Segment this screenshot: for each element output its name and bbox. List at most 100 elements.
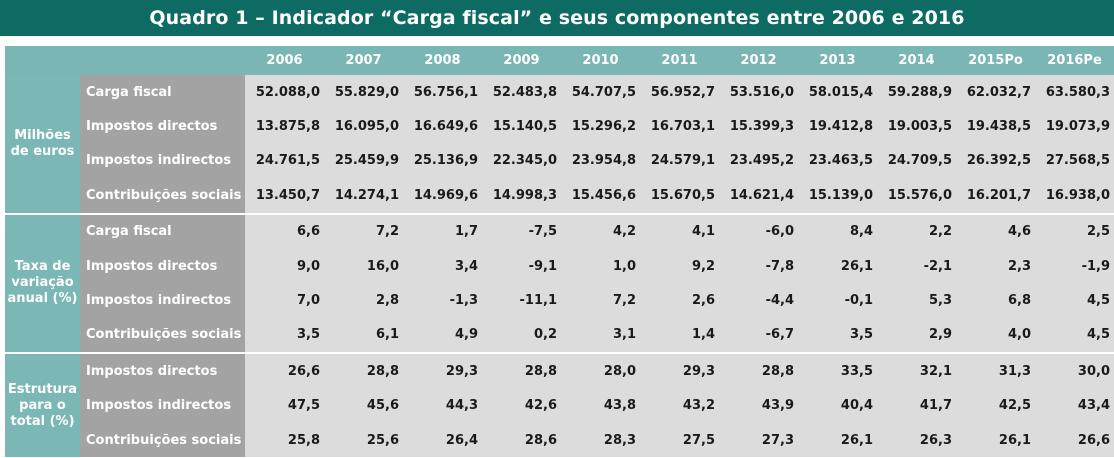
value-cell: 53.516,0 xyxy=(719,75,798,110)
value-cell: 6,6 xyxy=(245,214,324,249)
table-row: Contribuições sociais 3,5 6,1 4,9 0,2 3,1 1,4-… xyxy=(5,317,1114,353)
value-cell: 3,4 xyxy=(403,248,482,284)
row-label: Contribuições sociais xyxy=(80,422,245,458)
value-cell: 31,3 xyxy=(956,354,1035,389)
value-cell: 2,5 xyxy=(1035,214,1114,249)
value-cell: 16.938,0 xyxy=(1035,178,1114,213)
value-cell: 5,3 xyxy=(877,283,956,318)
value-cell: 25,8 xyxy=(245,422,324,458)
value-cell: 43,9 xyxy=(719,388,798,423)
value-cell: -6,7 xyxy=(719,317,798,353)
section-label: Milhões de euros xyxy=(5,75,80,213)
value-cell: 32,1 xyxy=(877,354,956,389)
value-cell: 26,6 xyxy=(1035,422,1114,458)
value-cell: 3,1 xyxy=(561,317,640,353)
row-label: Contribuições sociais xyxy=(80,317,245,353)
value-cell: 25,6 xyxy=(324,422,403,458)
value-cell: 16.649,6 xyxy=(403,109,482,144)
value-cell: 56.952,7 xyxy=(640,75,719,110)
value-cell: 26,1 xyxy=(798,422,877,458)
section-separator xyxy=(5,212,1114,215)
table-body: Milhões de euros Carga fiscal 52.088,0 55.8… xyxy=(5,75,1114,458)
header-blank-cell xyxy=(80,46,245,75)
header-blank-cell xyxy=(5,46,80,75)
value-cell: 28,3 xyxy=(561,422,640,458)
value-cell: -2,1 xyxy=(877,248,956,284)
value-cell: 43,8 xyxy=(561,388,640,423)
value-cell: 6,8 xyxy=(956,283,1035,318)
value-cell: 8,4 xyxy=(798,214,877,249)
value-cell: 3,5 xyxy=(798,317,877,353)
year-header: 2007 xyxy=(324,46,403,75)
value-cell: 16.201,7 xyxy=(956,178,1035,213)
row-label: Contribuições sociais xyxy=(80,178,245,213)
value-cell: 28,6 xyxy=(482,422,561,458)
value-cell: -11,1 xyxy=(482,283,561,318)
value-cell: 15.456,6 xyxy=(561,178,640,213)
year-header-row: 2006 2007 2008 2009 2010 2011 2012 2013 … xyxy=(5,46,1114,75)
value-cell: 9,2 xyxy=(640,248,719,284)
value-cell: -4,4 xyxy=(719,283,798,318)
year-header: 2009 xyxy=(482,46,561,75)
tax-burden-table: 2006 2007 2008 2009 2010 2011 2012 2013 … xyxy=(5,46,1114,458)
value-cell: 26,3 xyxy=(877,422,956,458)
table-row: Contribuições sociais 25,8 25,6 26,4 28,6 28,… xyxy=(5,422,1114,458)
value-cell: 26,1 xyxy=(956,422,1035,458)
row-label: Impostos directos xyxy=(80,354,245,389)
value-cell: 4,1 xyxy=(640,214,719,249)
section-separator xyxy=(5,352,1114,355)
value-cell: 19.438,5 xyxy=(956,109,1035,144)
value-cell: 58.015,4 xyxy=(798,75,877,110)
value-cell: 28,8 xyxy=(324,354,403,389)
value-cell: -6,0 xyxy=(719,214,798,249)
value-cell: 59.288,9 xyxy=(877,75,956,110)
row-label: Carga fiscal xyxy=(80,214,245,249)
table-row: Contribuições sociais 13.450,7 14.274,1 14.… xyxy=(5,178,1114,213)
value-cell: 19.412,8 xyxy=(798,109,877,144)
value-cell: 26,6 xyxy=(245,354,324,389)
year-header: 2013 xyxy=(798,46,877,75)
value-cell: -7,8 xyxy=(719,248,798,284)
value-cell: 3,5 xyxy=(245,317,324,353)
value-cell: -1,3 xyxy=(403,283,482,318)
year-header: 2011 xyxy=(640,46,719,75)
value-cell: 0,2 xyxy=(482,317,561,353)
year-header: 2010 xyxy=(561,46,640,75)
table-row: Milhões de euros Carga fiscal 52.088,0 55.8… xyxy=(5,75,1114,213)
value-cell: 62.032,7 xyxy=(956,75,1035,110)
value-cell: 15.399,3 xyxy=(719,109,798,144)
table-row: Impostos indirectos 7,0 2,8 -1,3 -11,1 7,2 2,6… xyxy=(5,283,1114,318)
value-cell: 42,6 xyxy=(482,388,561,423)
value-cell: 25.136,9 xyxy=(403,143,482,179)
value-cell: 23.495,2 xyxy=(719,143,798,179)
year-header: 2012 xyxy=(719,46,798,75)
value-cell: 7,0 xyxy=(245,283,324,318)
value-cell: 6,1 xyxy=(324,317,403,353)
value-cell: 4,2 xyxy=(561,214,640,249)
value-cell: 1,0 xyxy=(561,248,640,284)
value-cell: 15.576,0 xyxy=(877,178,956,213)
value-cell: 16,0 xyxy=(324,248,403,284)
value-cell: 13.875,8 xyxy=(245,109,324,144)
value-cell: 44,3 xyxy=(403,388,482,423)
value-cell: 24.579,1 xyxy=(640,143,719,179)
section-separator-cell xyxy=(5,352,1114,355)
value-cell: 47,5 xyxy=(245,388,324,423)
value-cell: 4,5 xyxy=(1035,283,1114,318)
value-cell: -9,1 xyxy=(482,248,561,284)
value-cell: 52.088,0 xyxy=(245,75,324,110)
value-cell: 29,3 xyxy=(640,354,719,389)
year-header: 2015Po xyxy=(956,46,1035,75)
value-cell: 2,6 xyxy=(640,283,719,318)
value-cell: 33,5 xyxy=(798,354,877,389)
value-cell: 29,3 xyxy=(403,354,482,389)
value-cell: 28,8 xyxy=(719,354,798,389)
table-row: Taxa de variação anual (%) Carga fiscal 6,… xyxy=(5,214,1114,353)
value-cell: 27,3 xyxy=(719,422,798,458)
table-row: Estrutura para o total (%) Impostos direc… xyxy=(5,354,1114,458)
value-cell: 27.568,5 xyxy=(1035,143,1114,179)
value-cell: 2,9 xyxy=(877,317,956,353)
year-header: 2008 xyxy=(403,46,482,75)
value-cell: 24.761,5 xyxy=(245,143,324,179)
value-cell: 27,5 xyxy=(640,422,719,458)
